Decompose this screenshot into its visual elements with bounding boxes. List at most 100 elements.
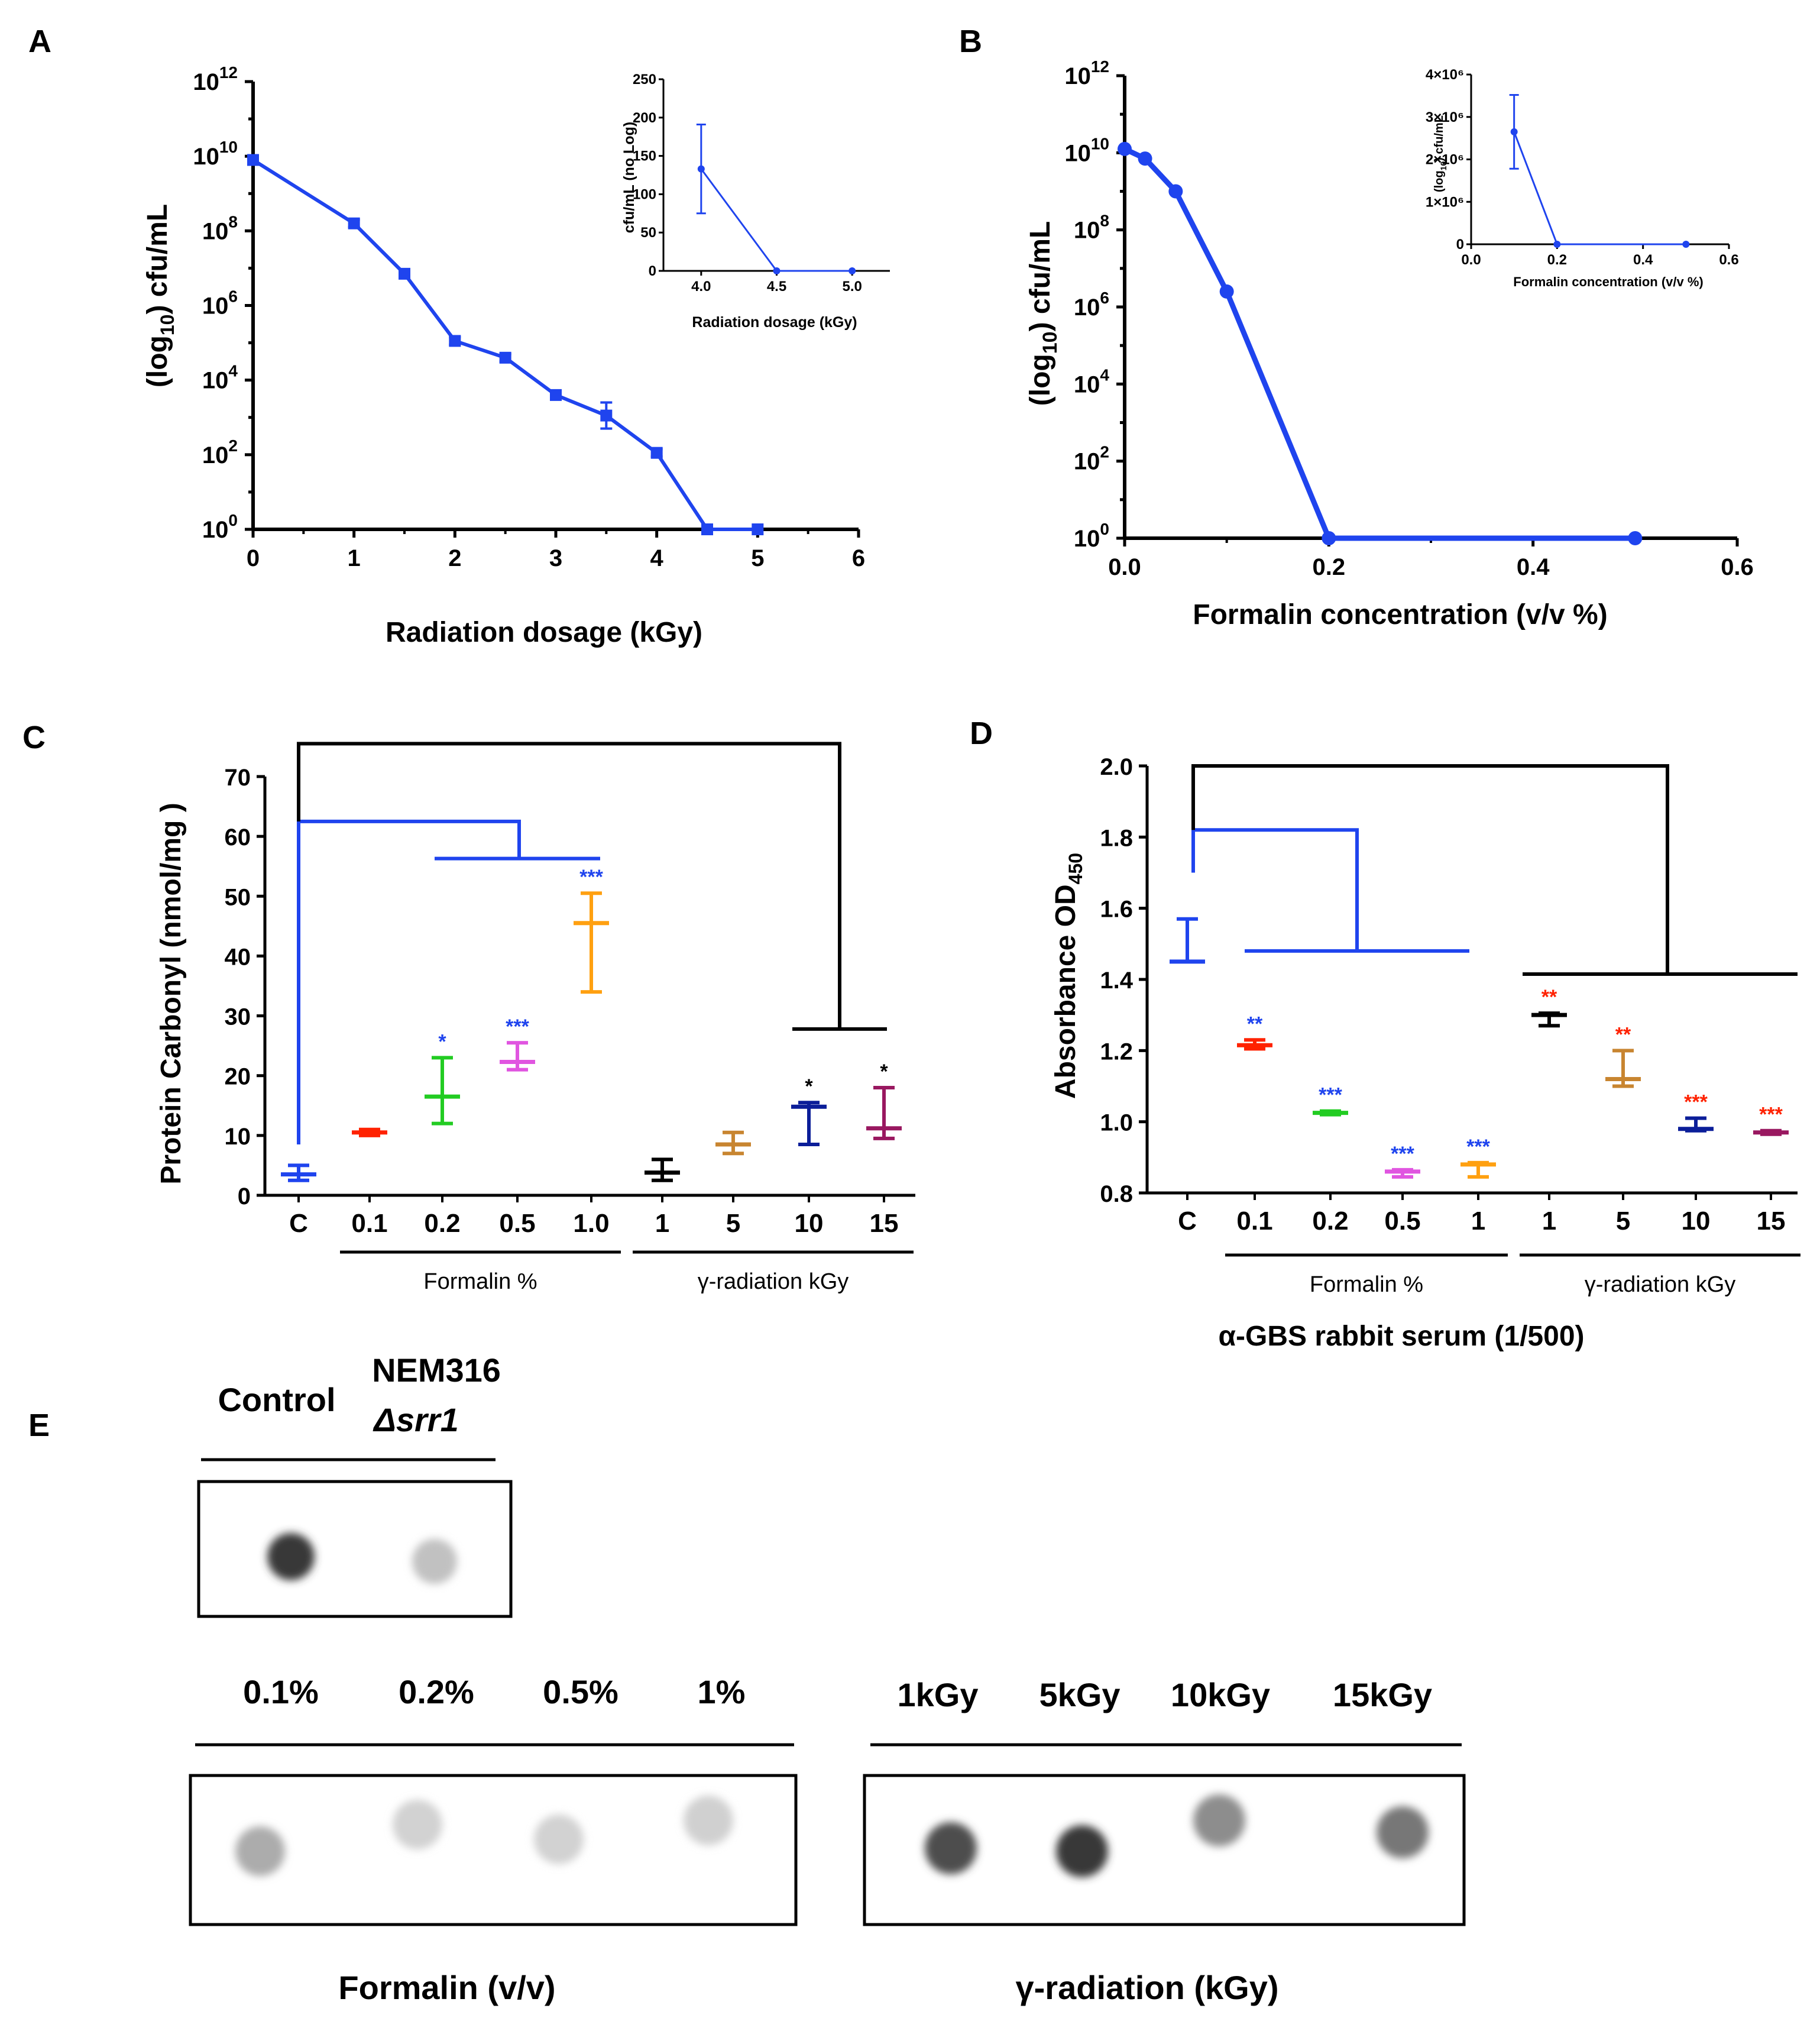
y-tick-label: 104: [202, 362, 238, 394]
inset-data-point: [773, 267, 781, 274]
top-blot-dots: [267, 1533, 457, 1584]
inset-y-tick-label: 50: [640, 225, 656, 241]
panel-b-inset-y-title: (log10) cfu/mL: [1433, 115, 1448, 192]
panel-a-inset-x-title: Radiation dosage (kGy): [692, 314, 857, 331]
significance-stars: *: [880, 1060, 888, 1083]
panel-c-label: C: [22, 720, 46, 755]
y-tick-label: 108: [202, 212, 238, 244]
y-tick-label: 1.0: [1100, 1110, 1133, 1136]
x-tick-label: 0.4: [1517, 554, 1550, 580]
data-point: [348, 217, 360, 229]
data-point: [701, 523, 713, 535]
data-point: [499, 351, 511, 364]
inset-data-point: [849, 267, 856, 274]
inset-x-tick-label: 0.4: [1633, 252, 1653, 268]
panel-d-y-title: Absorbance OD450: [1050, 853, 1086, 1099]
y-tick-label: 104: [1074, 366, 1110, 397]
significance-stars: ***: [579, 866, 603, 888]
y-tick-label: 1010: [193, 138, 238, 170]
radiation-dot: [925, 1822, 977, 1874]
y-tick-label: 1012: [1064, 57, 1109, 89]
control-label: Control: [218, 1381, 335, 1418]
mutant-label-line2: Δsrr1: [373, 1401, 458, 1438]
series-line: [252, 158, 758, 531]
y-tick-label: 1.2: [1100, 1039, 1133, 1065]
y-tick-label: 10: [225, 1124, 251, 1150]
significance-stars: ***: [1466, 1136, 1490, 1158]
panel-b-inset-x-title: Formalin concentration (v/v %): [1513, 274, 1704, 289]
radiation-lane-label: 5kGy: [1039, 1676, 1121, 1713]
panel-d-x-title: α-GBS rabbit serum (1/500): [1218, 1321, 1584, 1352]
inset-y-tick-label: 4×10⁶: [1426, 67, 1464, 83]
panel-a-plot: 100 102 104 106 108 1010 1012 0 1 2 3 4 5 6: [193, 63, 865, 571]
y-tick-label: 108: [1074, 212, 1109, 244]
inset-y-tick-label: 3×10⁶: [1426, 109, 1464, 125]
significance-stars: *: [438, 1030, 446, 1053]
formalin-dot: [534, 1815, 584, 1864]
formalin-lane-labels: 0.1% 0.2% 0.5% 1%: [243, 1673, 745, 1710]
y-tick-label: 100: [1074, 520, 1109, 552]
radiation-blot-dots: [925, 1794, 1429, 1877]
series-line: [1123, 146, 1636, 541]
x-tick-label: 6: [852, 545, 865, 571]
significance-stars: *: [805, 1075, 813, 1098]
formalin-caption: Formalin (v/v): [338, 1969, 555, 2006]
panel-b: B 100 102 104 106 108 1010 1012 0.0 0.2 0.4 0.6 Fo…: [959, 24, 1754, 630]
formalin-lane-label: 0.1%: [243, 1673, 319, 1710]
significance-stars: **: [1615, 1023, 1631, 1046]
panel-a-y-title: (log10) cfu/mL: [142, 204, 178, 387]
inset-x-tick-label: 0.0: [1461, 252, 1481, 268]
x-tick-label: 3: [549, 545, 562, 571]
radiation-lane-label: 1kGy: [898, 1676, 979, 1713]
formalin-lane-label: 0.2%: [399, 1673, 474, 1710]
significance-stars: ***: [1391, 1143, 1414, 1165]
formalin-dot: [235, 1826, 285, 1876]
x-tick-label: 4: [650, 545, 664, 571]
group-label: γ-radiation kGy: [698, 1269, 849, 1294]
y-tick-label: 0.8: [1100, 1181, 1133, 1207]
group-label: γ-radiation kGy: [1585, 1272, 1736, 1297]
data-point: [247, 154, 259, 166]
comparison-bracket-formalin: [297, 819, 521, 1145]
significance-stars: ***: [1759, 1104, 1783, 1126]
x-tick-label: 15: [870, 1209, 899, 1238]
x-tick-label: 2: [448, 545, 461, 571]
x-tick-label: C: [1178, 1207, 1197, 1236]
top-blot-membrane: [197, 1480, 513, 1618]
formalin-lane-label: 1%: [698, 1673, 746, 1710]
group-label: Formalin %: [1310, 1272, 1423, 1297]
x-tick-label: 1: [655, 1209, 669, 1238]
x-tick-label: 5: [751, 545, 764, 571]
y-tick-label: 106: [202, 287, 238, 319]
radiation-caption: γ-radiation (kGy): [1016, 1969, 1279, 2006]
x-tick-label: 1.0: [573, 1209, 609, 1238]
x-tick-label: 1: [1542, 1207, 1556, 1236]
inset-y-tick-label: 250: [633, 72, 656, 88]
x-tick-label: 1: [1471, 1207, 1485, 1236]
y-tick-label: 30: [225, 1004, 251, 1030]
x-tick-label: 0: [247, 545, 260, 571]
inset-x-tick-label: 0.2: [1547, 252, 1567, 268]
y-tick-label: 106: [1074, 289, 1109, 321]
inset-x-tick-label: 0.6: [1719, 252, 1738, 268]
inset-x-tick-label: 4.5: [767, 279, 786, 295]
x-tick-label: 0.1: [1236, 1207, 1272, 1236]
panel-b-label: B: [959, 24, 982, 59]
y-tick-label: 60: [225, 824, 251, 850]
mutant-dot: [412, 1539, 457, 1584]
significance-stars: ***: [1684, 1091, 1708, 1114]
y-tick-label: 1010: [1064, 134, 1109, 166]
inset-data-point: [1682, 241, 1690, 248]
y-tick-label: 2.0: [1100, 754, 1133, 780]
y-tick-label: 1.6: [1100, 897, 1133, 923]
group-label: Formalin %: [423, 1269, 537, 1294]
data-point: [550, 389, 562, 401]
comparison-bracket-radiation: [297, 742, 841, 1029]
inset-y-tick-label: 0: [649, 263, 656, 279]
comparison-bracket-formalin: [1191, 828, 1359, 951]
radiation-dot: [1056, 1825, 1108, 1877]
y-tick-label: 1.4: [1100, 968, 1133, 994]
y-tick-label: 100: [202, 511, 238, 543]
